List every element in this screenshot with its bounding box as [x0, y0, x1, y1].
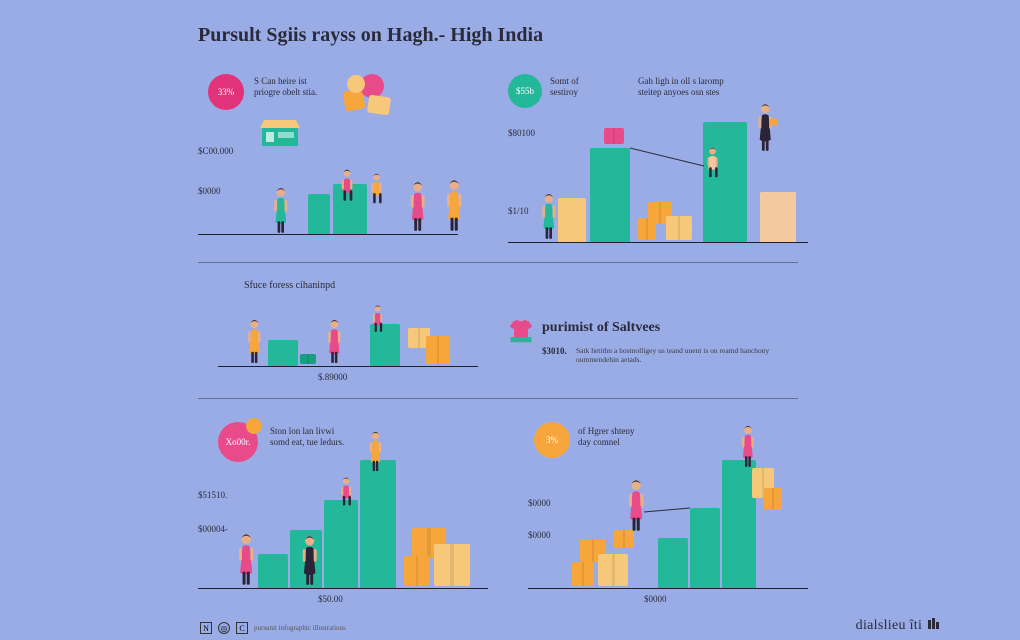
box-shape — [598, 554, 628, 586]
section-rule-1 — [198, 398, 798, 399]
panel-heading: purimist of Saltvees — [542, 320, 660, 336]
section-rule-0 — [198, 262, 798, 263]
box-shape — [666, 216, 692, 240]
x-axis-label: $0000 — [644, 594, 667, 604]
tshirt-icon — [508, 318, 534, 344]
chart-baseline — [198, 588, 488, 589]
box-shape — [604, 128, 624, 144]
person-illustration — [298, 534, 321, 586]
bar-3 — [360, 460, 396, 588]
box-shape — [638, 218, 656, 240]
price-label: $3010. — [542, 346, 567, 356]
bar-0 — [558, 198, 586, 242]
panel-p5: Xo00r.Ston lon lan livwi somd eat, tue l… — [198, 412, 488, 612]
box-shape — [404, 556, 430, 586]
person-illustration — [366, 430, 385, 472]
person-illustration — [338, 476, 354, 512]
person-illustration — [406, 180, 429, 232]
bar-0 — [658, 538, 688, 588]
box-shape — [764, 488, 782, 510]
bar-0 — [268, 340, 298, 366]
x-axis-label: $.89000 — [318, 372, 347, 382]
storefront-icon — [260, 118, 300, 148]
x-axis-label: $50.00 — [318, 594, 343, 604]
person-illustration — [270, 186, 292, 234]
panel-p2: $55bSomt of sestiroyGah ligh in oll s la… — [508, 66, 808, 254]
person-illustration — [624, 478, 648, 532]
footer-left: N ◎ Cpursunit infographic illustrations — [200, 622, 346, 634]
shape-cluster-icon — [338, 72, 398, 122]
blurb: Satk hetithn a hostnolligey us teand une… — [576, 346, 769, 365]
chart-baseline — [508, 242, 808, 243]
box-shape — [434, 544, 470, 586]
bar-2 — [722, 460, 756, 588]
bar-1 — [590, 148, 630, 242]
person-illustration — [234, 532, 258, 586]
footer-badge-icon: N — [200, 622, 212, 634]
panel-p1: 33%S Can heire ist priogre obelt stia.$C… — [198, 66, 488, 254]
chart-baseline — [218, 366, 478, 367]
person-illustration — [538, 192, 560, 240]
person-illustration — [244, 318, 265, 364]
box-shape — [300, 354, 316, 364]
page-title: Pursult Sgiis rayss on Hagh.- High India — [198, 24, 543, 47]
box-shape — [614, 530, 634, 548]
footer-credit: pursunit infographic illustrations — [254, 624, 346, 632]
bar-0 — [308, 194, 330, 234]
brand-text: dialslieu îti — [856, 618, 923, 633]
person-illustration — [368, 172, 385, 210]
box-shape — [426, 336, 450, 364]
panel-p4: purimist of Saltvees $3010. Satk hetithn a… — [508, 310, 808, 390]
bar-3 — [760, 192, 796, 242]
person-illustration — [754, 102, 777, 152]
brand-mark-icon — [926, 617, 940, 631]
chart-baseline — [198, 234, 458, 235]
footer-badge-icon: ◎ — [218, 622, 230, 634]
bar-0 — [258, 554, 288, 588]
chart-baseline — [528, 588, 808, 589]
footer-badge-icon: C — [236, 622, 248, 634]
bar-1 — [690, 508, 720, 588]
infographic-canvas: Pursult Sgiis rayss on Hagh.- High India… — [0, 0, 1020, 640]
bar-2 — [324, 500, 358, 588]
person-illustration — [324, 318, 345, 364]
panel-p3: Sfuce foress cihaninpd — [198, 276, 488, 388]
person-illustration — [704, 146, 721, 184]
person-illustration — [370, 304, 385, 338]
box-shape — [572, 562, 594, 586]
footer-brand: dialslieu îti — [856, 617, 940, 634]
person-illustration — [338, 168, 356, 208]
person-illustration — [442, 178, 466, 232]
person-illustration — [738, 424, 758, 468]
panel-p6: 3%of Hgrer shteny day comnel$0000$0000 $… — [528, 412, 828, 612]
